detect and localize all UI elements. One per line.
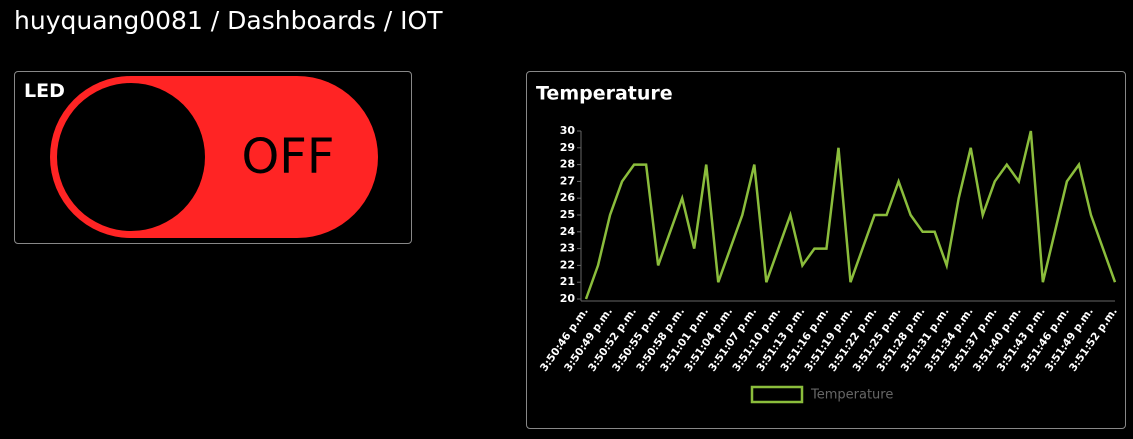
legend-swatch	[750, 385, 804, 404]
toggle[interactable]: OFF	[15, 72, 411, 243]
y-tick-label: 26	[560, 191, 576, 204]
y-tick-label: 20	[560, 292, 576, 305]
y-tick-label: 23	[560, 242, 575, 255]
chart-title: Temperature	[536, 83, 673, 105]
toggle-knob	[57, 83, 205, 231]
y-tick-label: 21	[560, 275, 575, 288]
y-tick-label: 22	[560, 258, 575, 271]
y-tick-label: 29	[560, 141, 575, 154]
chart: Temperature 20212223242526272829303:50:4…	[536, 83, 1120, 404]
led-widget: LED OFF	[14, 71, 412, 244]
breadcrumb: huyquang0081 / Dashboards / IOT	[14, 6, 443, 35]
y-tick-label: 28	[560, 158, 575, 171]
toggle-state: OFF	[242, 129, 335, 185]
line	[584, 130, 1117, 300]
y-tick-label: 30	[560, 124, 576, 137]
widget-title: LED	[24, 80, 65, 102]
y-tick-label: 24	[560, 225, 576, 238]
legend-label: Temperature	[810, 388, 893, 403]
y-tick-label: 27	[560, 174, 575, 187]
chart-widget: Temperature 20 21 22 23 24 25 26 27 28 29 30 3:50:4…	[526, 71, 1126, 429]
y-tick-label: 25	[560, 208, 575, 221]
